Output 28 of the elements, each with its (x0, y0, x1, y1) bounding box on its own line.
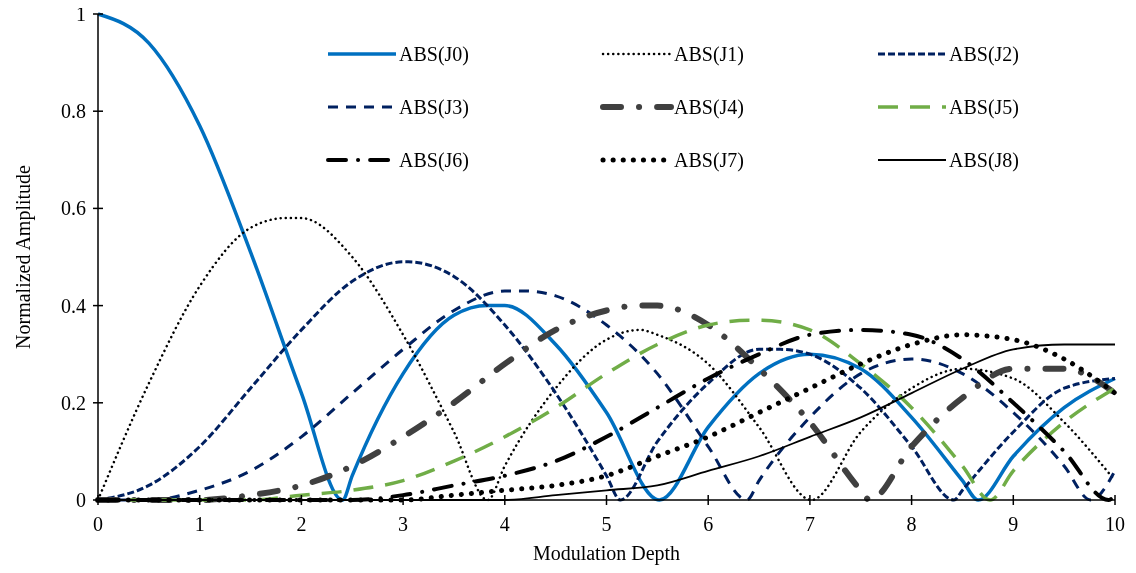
x-axis-title: Modulation Depth (532, 542, 681, 565)
y-tick-label: 0.4 (61, 294, 86, 317)
legend-label: ABS(J7) (674, 149, 745, 172)
legend-label: ABS(J6) (399, 149, 470, 172)
legend-label: ABS(J4) (674, 96, 745, 119)
y-tick-label: 1 (76, 3, 86, 25)
x-tick-label: 8 (906, 513, 917, 535)
y-tick-label: 0.8 (61, 100, 86, 123)
x-tick-label: 5 (601, 513, 612, 535)
x-tick-label: 3 (398, 513, 409, 535)
y-tick-label: 0 (76, 489, 86, 511)
x-tick-label: 0 (93, 513, 103, 535)
x-tick-label: 6 (703, 513, 714, 535)
legend-label: ABS(J1) (674, 43, 745, 66)
legend-label: ABS(J3) (399, 96, 470, 119)
x-tick-label: 7 (804, 513, 815, 535)
legend-label: ABS(J0) (399, 43, 470, 66)
x-tick-label: 4 (499, 513, 510, 535)
x-tick-label: 1 (194, 513, 205, 535)
x-tick-label: 2 (296, 513, 307, 535)
y-tick-label: 0.6 (61, 197, 86, 220)
x-tick-label: 10 (1105, 513, 1125, 535)
legend-label: ABS(J2) (949, 43, 1020, 66)
legend-label: ABS(J5) (949, 96, 1020, 119)
legend-label: ABS(J8) (949, 149, 1020, 172)
y-tick-label: 0.2 (61, 391, 86, 414)
y-axis-title: Normalized Amplitude (12, 164, 35, 349)
x-tick-label: 9 (1008, 513, 1019, 535)
